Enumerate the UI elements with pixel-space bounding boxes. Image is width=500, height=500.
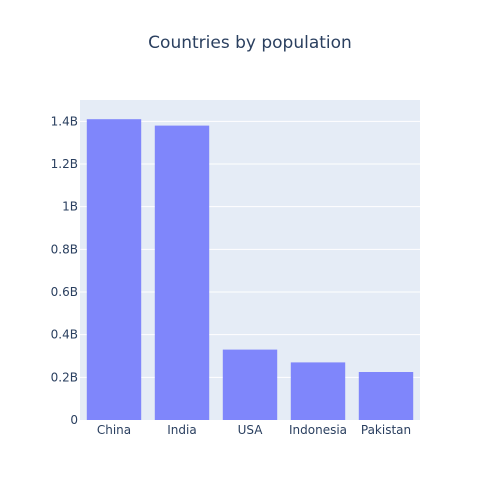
y-tick-label: 1.4B (51, 114, 78, 128)
y-tick-label: 1.2B (51, 157, 78, 171)
bar-pakistan[interactable] (358, 372, 414, 420)
x-axis-ticks: China India USA Indonesia Pakistan (97, 423, 411, 437)
x-tick-label: Indonesia (289, 423, 347, 437)
x-tick-label: India (167, 423, 196, 437)
bar-indonesia[interactable] (290, 362, 346, 420)
y-axis-ticks: 0 0.2B 0.4B 0.6B 0.8B 1B 1.2B 1.4B (51, 114, 78, 427)
y-tick-label: 1B (62, 200, 78, 214)
bar-china[interactable] (86, 119, 142, 420)
bar-usa[interactable] (222, 349, 278, 420)
y-tick-label: 0.2B (51, 370, 78, 384)
chart-title: Countries by population (148, 33, 352, 53)
y-tick-label: 0.8B (51, 242, 78, 256)
bar-india[interactable] (154, 125, 210, 420)
x-tick-label: Pakistan (361, 423, 411, 437)
bars (86, 119, 414, 420)
y-tick-label: 0.4B (51, 328, 78, 342)
x-tick-label: China (97, 423, 131, 437)
x-tick-label: USA (238, 423, 264, 437)
y-tick-label: 0.6B (51, 285, 78, 299)
y-tick-label: 0 (70, 413, 78, 427)
